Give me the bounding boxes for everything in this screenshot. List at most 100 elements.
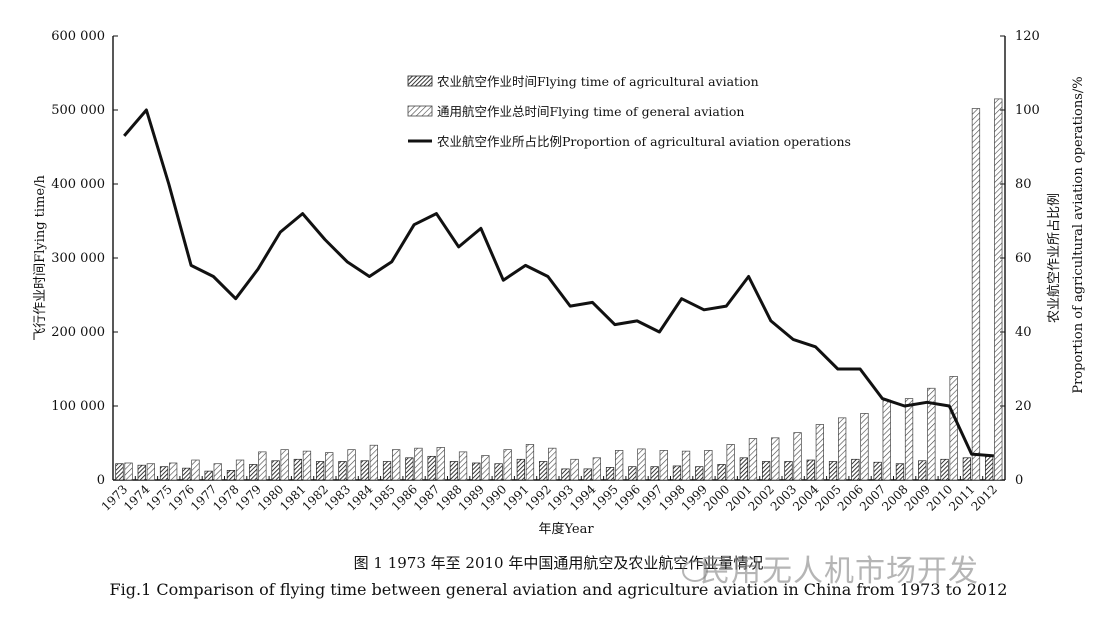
bar-agricultural-time xyxy=(650,466,659,481)
bar-agricultural-time xyxy=(672,465,682,481)
bar-agricultural-time xyxy=(895,463,905,481)
bar-general-time xyxy=(347,449,356,481)
bar-agricultural-time xyxy=(940,458,949,481)
bar-general-time xyxy=(481,455,490,481)
bar-general-time xyxy=(904,398,914,481)
legend-label-general-time: 通用航空作业总时间Flying time of general aviation xyxy=(437,104,744,119)
bar-agricultural-time xyxy=(828,461,838,481)
bar-agricultural-time xyxy=(605,467,615,481)
watermark: 民用无人机市场开发 xyxy=(700,554,979,589)
bar-general-time xyxy=(681,450,691,481)
bar-agricultural-time xyxy=(293,458,303,481)
y-right-tick-label: 40 xyxy=(1015,325,1032,340)
bar-agricultural-time xyxy=(427,455,436,481)
bar-general-time xyxy=(971,108,981,481)
bar-agricultural-time xyxy=(539,461,548,481)
y-left-tick-label: 300 000 xyxy=(51,251,105,266)
x-axis-label: 年度Year xyxy=(538,521,594,537)
bar-agricultural-time xyxy=(962,457,972,481)
legend-label-proportion: 农业航空作业所占比例Proportion of agricultural avi… xyxy=(437,134,851,149)
bar-general-time xyxy=(726,444,735,481)
bar-agricultural-time xyxy=(382,461,392,481)
bar-agricultural-time xyxy=(561,468,570,481)
proportion-line-group xyxy=(123,108,995,458)
bar-agricultural-time xyxy=(695,466,704,481)
bar-agricultural-time xyxy=(717,464,726,481)
bar-general-time xyxy=(949,376,958,481)
bar-agricultural-time xyxy=(226,470,236,481)
bar-general-time xyxy=(369,444,378,481)
bar-agricultural-time xyxy=(784,461,793,481)
bar-general-time xyxy=(748,438,758,481)
bar-general-time xyxy=(793,432,802,481)
bar-agricultural-time xyxy=(137,464,146,481)
bar-general-time xyxy=(258,451,267,481)
y-right-tick-label: 20 xyxy=(1015,399,1032,414)
caption-english: Fig.1 Comparison of flying time between … xyxy=(109,580,1008,599)
bar-general-time xyxy=(191,459,200,481)
bar-agricultural-time xyxy=(739,457,749,481)
bar-general-time xyxy=(325,452,334,481)
y-right-tick-label: 80 xyxy=(1015,177,1032,192)
bar-general-time xyxy=(525,444,535,481)
chart: 0 100 000 200 000 300 000 400 000 500 000 600 … xyxy=(33,29,1086,537)
bar-general-time xyxy=(436,447,445,481)
bar-agricultural-time xyxy=(182,467,191,481)
bar-general-time xyxy=(659,450,668,481)
bar-general-time xyxy=(169,462,178,481)
bar-general-time xyxy=(458,451,468,481)
bar-agricultural-time xyxy=(249,464,258,481)
bar-general-time xyxy=(548,447,557,481)
bar-agricultural-time xyxy=(316,461,325,481)
y-left-tick-label: 100 000 xyxy=(51,399,105,414)
proportion-line xyxy=(123,108,995,458)
y-axis-left-label: 飞行作业时间Flying time/h xyxy=(33,175,48,341)
bar-agricultural-time xyxy=(494,463,503,481)
bar-general-time xyxy=(414,447,423,481)
bar-general-time xyxy=(235,459,245,481)
bar-general-time xyxy=(570,458,579,481)
bar-agricultural-time xyxy=(405,457,414,481)
y-left-tick-label: 600 000 xyxy=(51,29,105,44)
bar-agricultural-time xyxy=(628,466,637,481)
bar-agricultural-time xyxy=(851,458,860,481)
bar-agricultural-time xyxy=(472,462,481,481)
bar-agricultural-time xyxy=(271,460,280,481)
bar-agricultural-time xyxy=(516,458,526,481)
y-right-tick-label: 120 xyxy=(1015,29,1040,44)
bar-general-time xyxy=(882,399,891,481)
y-left-tick-label: 200 000 xyxy=(51,325,105,340)
bar-general-time xyxy=(927,387,936,481)
caption-chinese: 图 1 1973 年至 2010 年中国通用航空及农业航空作业量情况 xyxy=(353,554,764,572)
wechat-icon xyxy=(682,560,708,582)
bar-general-time xyxy=(704,450,713,481)
bar-general-time xyxy=(771,437,780,481)
bar-agricultural-time xyxy=(338,461,347,481)
bar-general-time xyxy=(637,448,646,481)
bar-general-time xyxy=(994,98,1003,481)
y-axis-right-label-cn: 农业航空作业所占比例 xyxy=(1046,193,1062,323)
y-right-tick-label: 0 xyxy=(1015,473,1023,488)
y-left-tick-label: 500 000 xyxy=(51,103,105,118)
bar-general-time xyxy=(213,463,222,481)
bar-general-time xyxy=(124,462,133,481)
bar-general-time xyxy=(302,450,312,481)
y-left-tick-label: 400 000 xyxy=(51,177,105,192)
bar-general-time xyxy=(838,417,847,481)
bar-general-time xyxy=(392,449,401,481)
bar-agricultural-time xyxy=(115,463,124,481)
bar-general-time xyxy=(615,450,624,481)
bar-agricultural-time xyxy=(918,460,927,481)
y-right-tick-label: 100 xyxy=(1015,103,1040,118)
y-axis-right-label-en: Proportion of agricultural aviation oper… xyxy=(1071,76,1086,393)
legend-swatch-general-time xyxy=(407,105,433,117)
bar-general-time xyxy=(503,449,512,481)
bar-agricultural-time xyxy=(204,470,213,481)
bar-agricultural-time xyxy=(583,468,592,481)
bar-agricultural-time xyxy=(159,466,169,481)
bar-agricultural-time xyxy=(985,455,994,481)
bar-agricultural-time xyxy=(449,461,459,481)
bar-general-time xyxy=(815,424,824,481)
legend: 农业航空作业时间Flying time of agricultural avia… xyxy=(407,74,851,149)
legend-swatch-agri-time xyxy=(407,75,433,87)
